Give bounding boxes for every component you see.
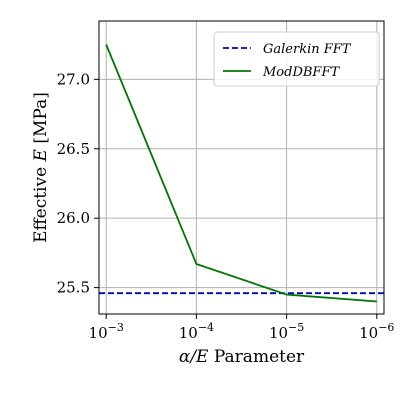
x-tick-base: 10	[359, 324, 378, 342]
x-tick-exponent: −3	[108, 321, 124, 334]
x-tick-base: 10	[269, 324, 288, 342]
y-axis-label-text: Effective	[31, 161, 51, 242]
x-tick-label: 10−4	[179, 321, 214, 342]
x-tick-exponent: −4	[198, 321, 214, 334]
tick-marks	[94, 78, 378, 319]
x-axis-label: α/E Parameter	[179, 347, 305, 367]
x-tick-base: 10	[89, 324, 108, 342]
x-tick-label: 10−3	[89, 321, 124, 342]
x-tick-labels: 10−3 10−4 10−5 10−6	[89, 321, 395, 342]
legend-label-galerkin: Galerkin FFT	[263, 42, 352, 57]
x-axis-label-text: Parameter	[208, 347, 305, 367]
y-tick-label: 26.5	[57, 140, 90, 158]
y-axis-label: Effective E [MPa]	[31, 92, 51, 243]
y-tick-label: 27.0	[57, 70, 90, 88]
series-lines	[99, 44, 384, 303]
y-axis-label-unit: [MPa]	[31, 92, 51, 149]
series-line-moddbfft	[105, 44, 377, 303]
legend: Galerkin FFT ModDBFFT	[213, 31, 380, 87]
y-axis-label-math: E	[31, 148, 51, 162]
x-tick-exponent: −6	[378, 321, 394, 334]
plot-frame	[98, 20, 385, 315]
x-axis-label-math: α/E	[179, 347, 209, 367]
x-tick-label: 10−5	[269, 321, 304, 342]
x-tick-label: 10−6	[359, 321, 394, 342]
legend-label-moddbfft: ModDBFFT	[262, 65, 340, 80]
legend-box	[213, 31, 380, 87]
y-tick-labels: 25.5 26.0 26.5 27.0	[57, 70, 90, 296]
x-tick-exponent: −5	[288, 321, 304, 334]
y-tick-label: 25.5	[57, 279, 90, 297]
y-tick-label: 26.0	[57, 209, 90, 227]
x-tick-base: 10	[179, 324, 198, 342]
